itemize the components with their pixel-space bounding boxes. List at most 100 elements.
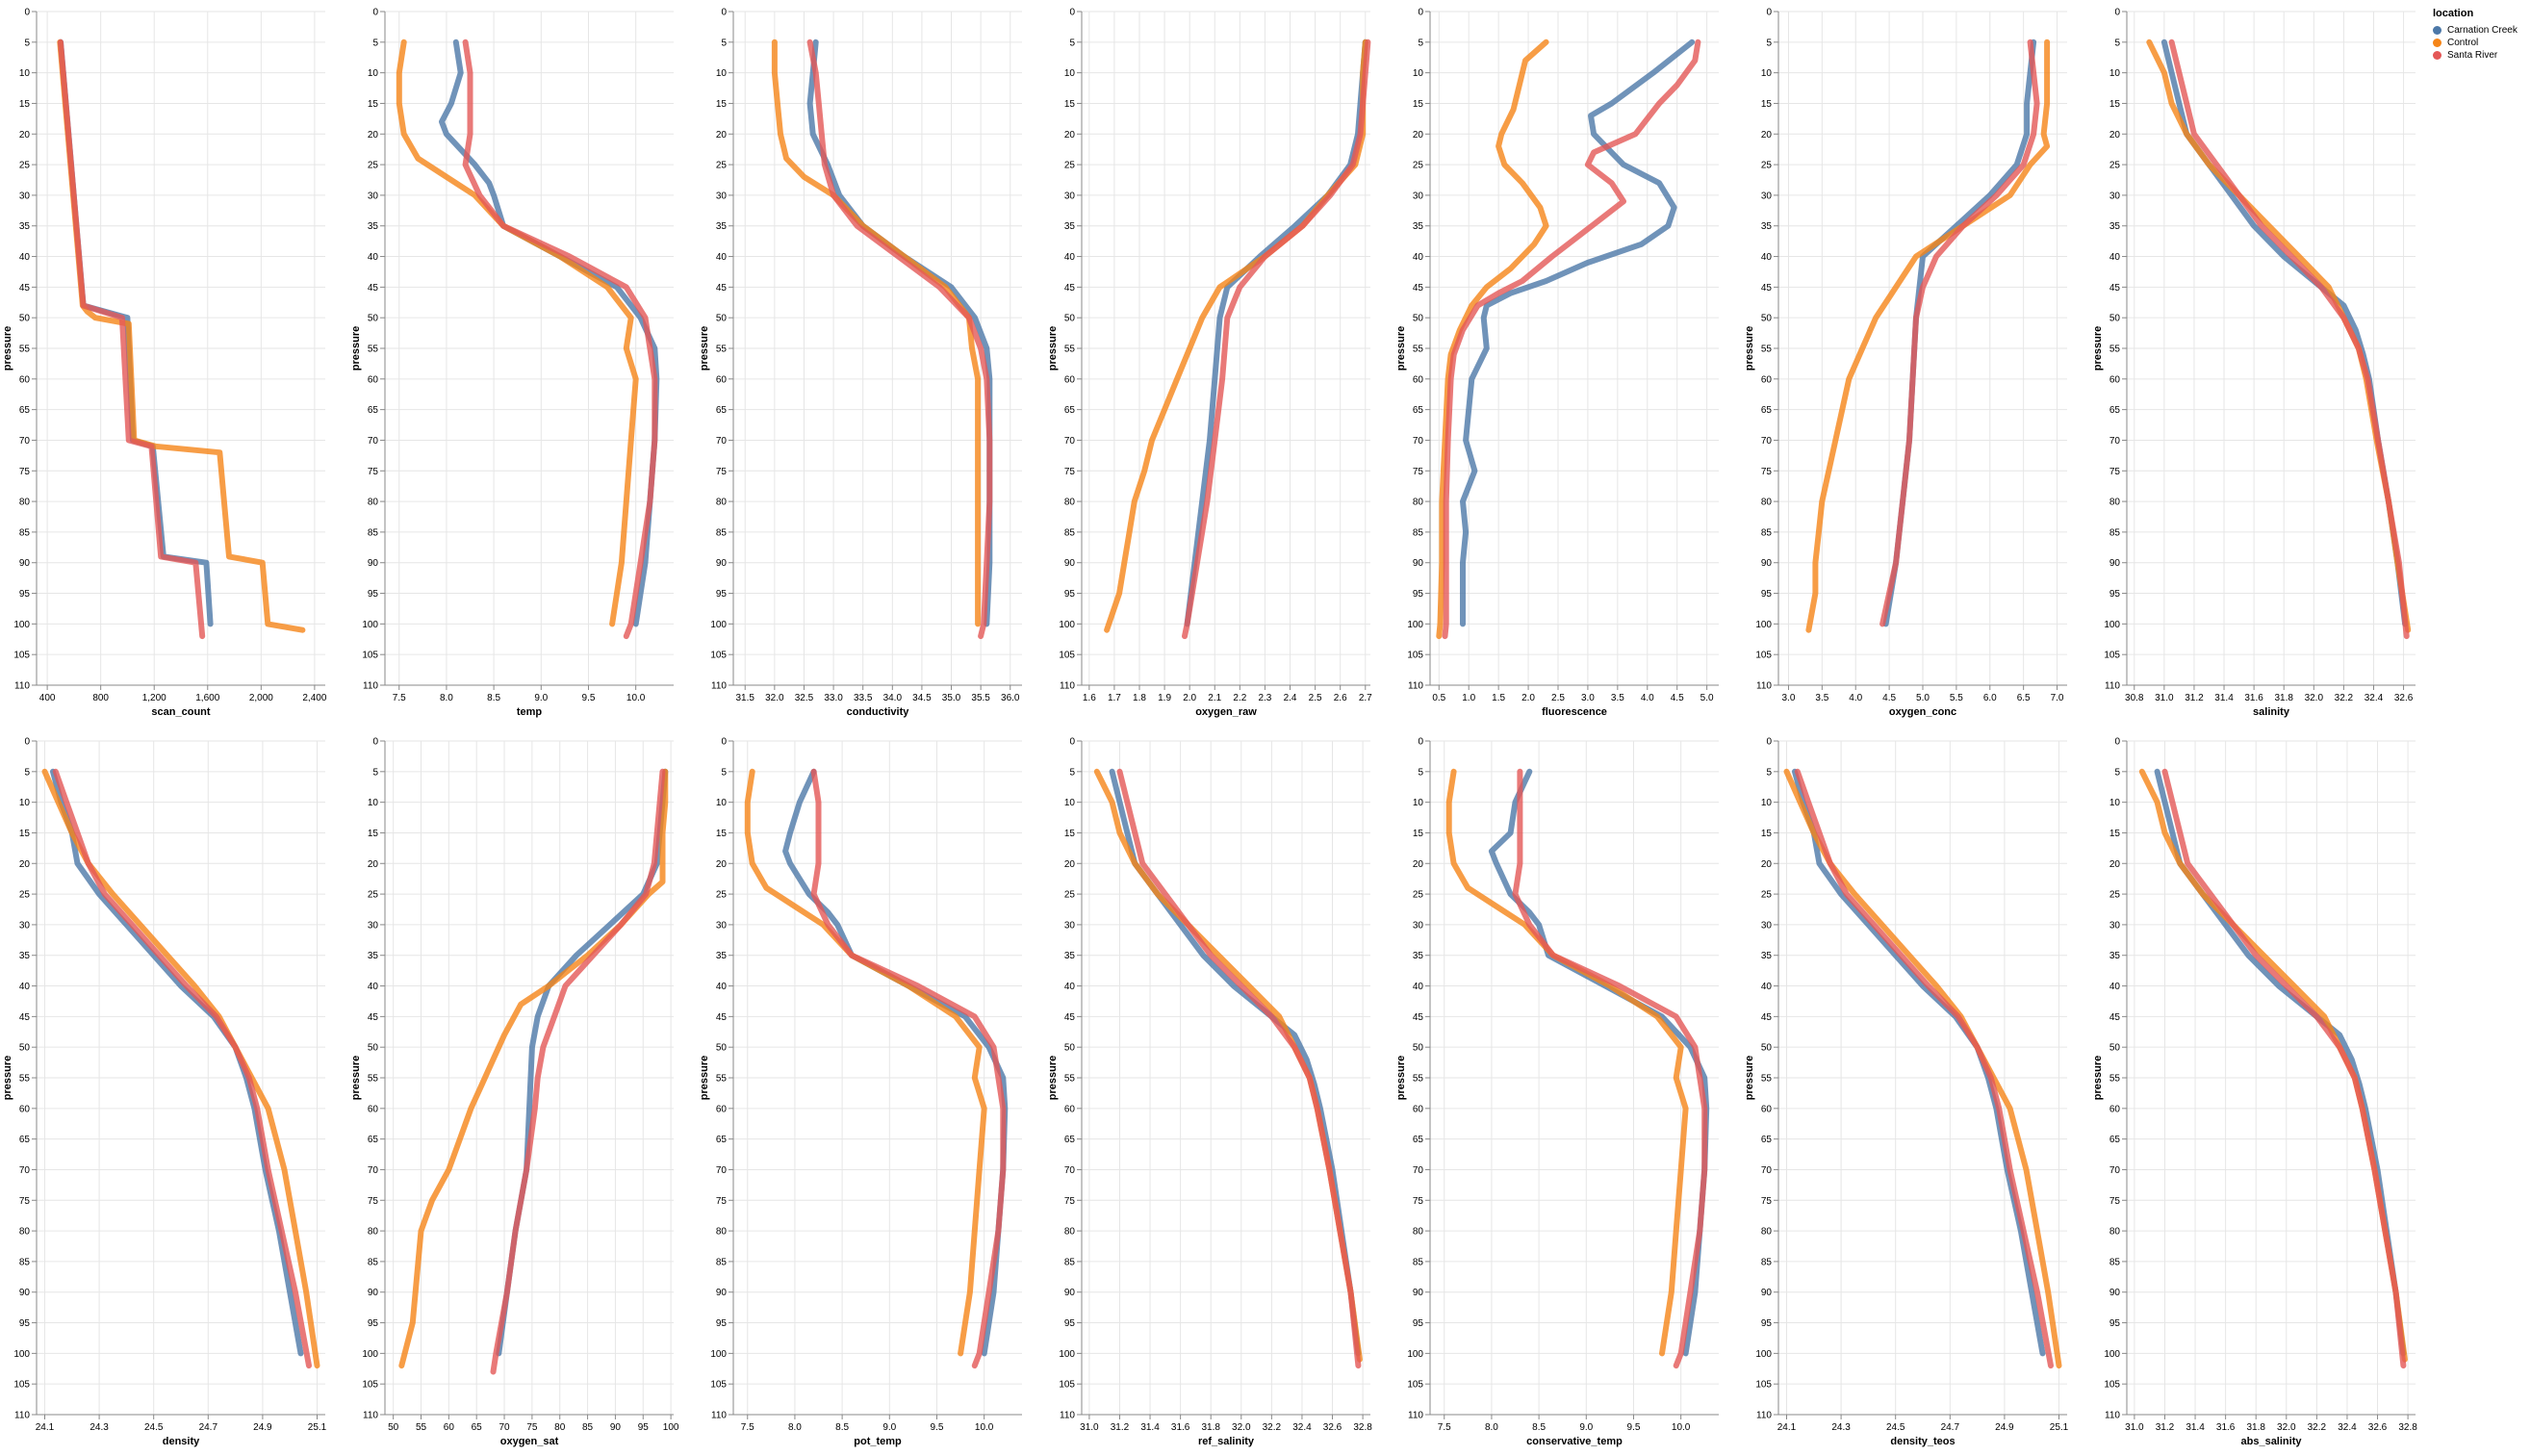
x-tick-label: 32.6: [2368, 1422, 2388, 1433]
y-tick-label: 0: [1069, 8, 1075, 18]
y-tick-label: 100: [362, 620, 378, 630]
y-tick-label: 25: [1064, 161, 1076, 171]
y-tick-label: 10: [1761, 68, 1773, 79]
x-tick-label: 65: [472, 1422, 483, 1433]
y-tick-label: 110: [2105, 681, 2120, 692]
y-tick-label: 40: [19, 252, 31, 263]
x-tick-label: 31.8: [2246, 1422, 2265, 1433]
y-tick-label: 5: [1418, 767, 1423, 778]
y-tick-label: 50: [368, 314, 379, 324]
y-tick-label: 65: [1064, 1135, 1076, 1145]
y-tick-label: 10: [2109, 798, 2121, 808]
y-tick-label: 15: [19, 99, 31, 110]
y-tick-label: 65: [368, 405, 379, 416]
y-tick-label: 80: [1413, 1227, 1424, 1238]
x-tick-label: 2.6: [1334, 693, 1347, 703]
y-tick-label: 45: [2109, 283, 2121, 294]
y-tick-label: 40: [716, 252, 728, 263]
y-tick-label: 40: [716, 982, 728, 992]
series-line-santa-river: [2168, 38, 2410, 640]
y-tick-label: 60: [1413, 374, 1424, 385]
y-tick-label: 95: [716, 589, 728, 600]
y-tick-label: 10: [1064, 798, 1076, 808]
x-tick-label: 24.1: [1777, 1422, 1797, 1433]
y-tick-label: 25: [1064, 890, 1076, 901]
y-tick-label: 75: [2109, 467, 2121, 477]
x-tick-label: 31.6: [2244, 693, 2263, 703]
y-tick-label: 20: [368, 130, 379, 140]
y-tick-label: 10: [19, 68, 31, 79]
y-tick-label: 105: [2104, 1380, 2120, 1391]
y-tick-label: 0: [372, 737, 378, 748]
y-tick-label: 10: [716, 68, 728, 79]
y-tick-label: 105: [1407, 651, 1423, 661]
x-tick-label: 8.0: [788, 1422, 802, 1433]
y-tick-label: 100: [710, 1349, 727, 1360]
y-tick-label: 45: [1761, 283, 1773, 294]
y-tick-label: 80: [1761, 1227, 1773, 1238]
y-tick-label: 50: [1413, 1043, 1424, 1054]
y-tick-label: 60: [2109, 374, 2121, 385]
y-tick-label: 25: [1413, 890, 1424, 901]
y-axis-label: pressure: [1047, 326, 1059, 370]
y-axis-label: pressure: [350, 326, 362, 370]
y-tick-label: 35: [368, 221, 379, 232]
y-tick-label: 70: [368, 436, 379, 447]
y-tick-label: 110: [363, 1411, 378, 1421]
x-tick-label: 7.5: [1438, 1422, 1451, 1433]
y-axis-label: pressure: [699, 326, 710, 370]
y-tick-label: 90: [716, 1288, 728, 1298]
series-line-santa-river: [1182, 38, 1371, 640]
y-tick-label: 100: [1755, 620, 1772, 630]
y-tick-label: 20: [1413, 130, 1424, 140]
y-tick-label: 5: [2114, 767, 2120, 778]
x-tick-label: 3.5: [1611, 693, 1624, 703]
y-tick-label: 110: [1060, 1411, 1075, 1421]
y-tick-label: 10: [1413, 68, 1424, 79]
series-line-control: [2146, 38, 2412, 633]
chart-panel-abs-salinity: 31.0 31.2 31.4 31.6 31.8 32.0 32.2 32.4 32.6 32.8…: [2092, 737, 2417, 1448]
series-line-carnation-creek: [1792, 768, 2046, 1357]
y-tick-label: 55: [716, 1074, 728, 1085]
x-tick-label: 32.6: [1323, 1422, 1342, 1433]
y-tick-label: 85: [368, 527, 379, 538]
y-tick-label: 40: [2109, 982, 2121, 992]
y-tick-label: 70: [1761, 1165, 1773, 1176]
y-tick-label: 40: [1413, 252, 1424, 263]
y-tick-label: 105: [710, 651, 727, 661]
y-tick-label: 5: [372, 767, 378, 778]
y-tick-label: 70: [2109, 436, 2121, 447]
y-tick-label: 20: [2109, 859, 2121, 870]
y-tick-label: 15: [1413, 99, 1424, 110]
y-tick-label: 10: [368, 68, 379, 79]
series-line-carnation-creek: [50, 768, 304, 1357]
y-tick-label: 35: [1064, 221, 1076, 232]
series-line-carnation-creek: [496, 768, 669, 1357]
y-tick-label: 50: [368, 1043, 379, 1054]
x-tick-label: 7.5: [393, 693, 406, 703]
legend-swatch: [2433, 26, 2442, 35]
x-tick-label: 32.5: [795, 693, 814, 703]
series-line-control: [771, 38, 982, 627]
y-tick-label: 50: [1413, 314, 1424, 324]
x-axis-label: conductivity: [847, 706, 910, 718]
y-tick-label: 75: [716, 467, 728, 477]
y-tick-label: 35: [368, 951, 379, 961]
y-tick-label: 80: [1413, 498, 1424, 508]
y-tick-label: 60: [716, 374, 728, 385]
x-tick-label: 34.0: [883, 693, 903, 703]
x-tick-label: 2.1: [1208, 693, 1221, 703]
y-tick-label: 85: [1064, 527, 1076, 538]
y-tick-label: 60: [1761, 1104, 1773, 1114]
y-tick-label: 40: [1064, 252, 1076, 263]
y-tick-label: 15: [716, 829, 728, 839]
y-tick-label: 25: [368, 890, 379, 901]
y-tick-label: 105: [710, 1380, 727, 1391]
x-axis-label: oxygen_raw: [1195, 706, 1257, 718]
x-axis-label: density: [163, 1436, 200, 1447]
series-line-santa-river: [1879, 38, 2040, 627]
y-tick-label: 75: [368, 467, 379, 477]
y-tick-label: 100: [1755, 1349, 1772, 1360]
x-tick-label: 5.0: [1916, 693, 1930, 703]
y-tick-label: 95: [1064, 1318, 1076, 1329]
